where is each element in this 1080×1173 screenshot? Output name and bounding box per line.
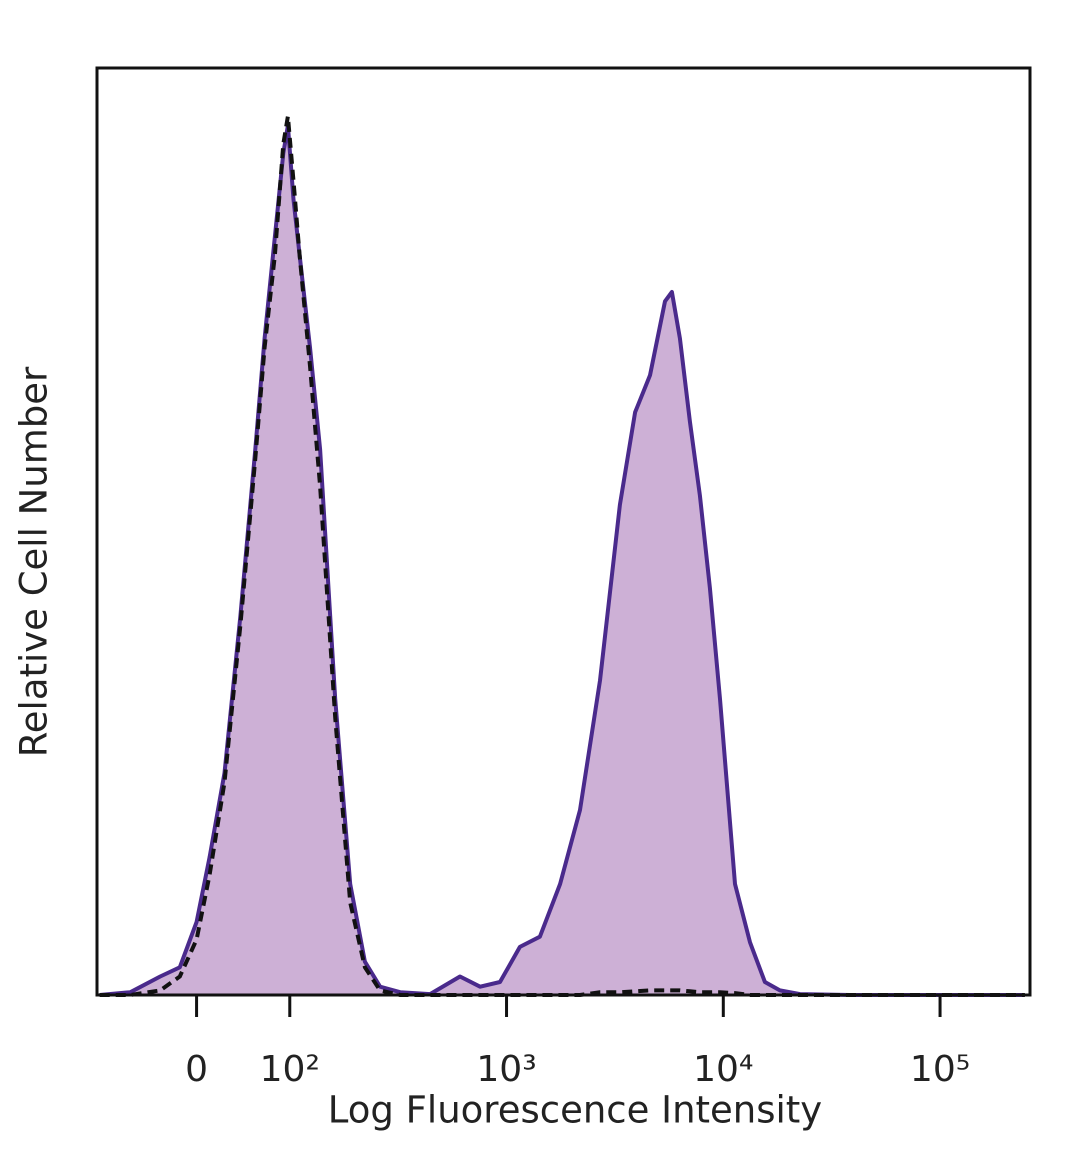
- y-axis-title: Relative Cell Number: [13, 366, 56, 757]
- x-tick-label: 10⁴: [693, 1049, 753, 1090]
- x-tick-label: 10²: [260, 1049, 320, 1090]
- plot-frame: [95, 66, 1032, 997]
- x-tick-label: 10³: [476, 1049, 536, 1090]
- x-axis-title: Log Fluorescence Intensity: [328, 1089, 822, 1132]
- x-tick-label: 0: [185, 1049, 208, 1090]
- histogram-area: [99, 125, 1025, 995]
- x-tick-label: 10⁵: [910, 1049, 970, 1090]
